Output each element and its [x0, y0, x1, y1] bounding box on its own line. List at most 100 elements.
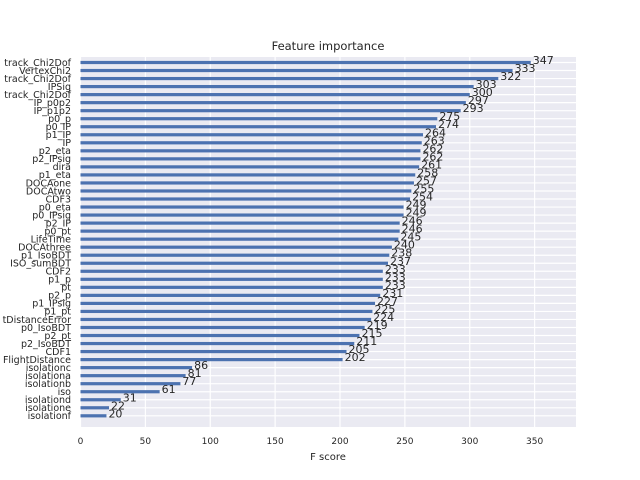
value-label-36: 205 [348, 343, 369, 356]
bar-42 [80, 398, 121, 402]
bar-33 [80, 325, 365, 330]
feature-label-2: track_Chi2Dof [4, 74, 71, 85]
value-label-2: 322 [500, 70, 521, 83]
value-label-9: 264 [425, 126, 446, 139]
feature-label-6: IP_p1p2 [34, 106, 71, 117]
bar-25 [80, 261, 389, 265]
bar-40 [80, 382, 181, 386]
value-label-15: 257 [416, 174, 437, 187]
bar-4 [80, 93, 470, 97]
feature-label-28: pt [61, 283, 71, 294]
feature-label-26: CDF2 [46, 267, 71, 278]
feature-label-13: dira [53, 162, 71, 173]
value-label-43: 22 [111, 399, 125, 412]
bar-18 [80, 205, 404, 209]
value-label-19: 249 [406, 207, 427, 220]
feature-label-29: p2_p [48, 291, 71, 302]
value-labels-group: 3473333223033002972932752742642632622622… [108, 54, 553, 420]
bar-11 [80, 149, 421, 153]
x-tick-label: 100 [202, 437, 219, 447]
feature-label-4: track_Chi2Dof [4, 90, 71, 101]
feature-label-5: IP_p0p2 [34, 98, 71, 109]
value-label-6: 293 [463, 102, 484, 115]
feature-label-14: p1_eta [39, 170, 71, 181]
value-label-33: 219 [367, 319, 388, 332]
feature-label-41: iso [58, 387, 72, 398]
value-label-3: 303 [476, 78, 497, 91]
value-label-10: 263 [424, 134, 445, 147]
bar-28 [80, 285, 383, 289]
value-label-4: 300 [472, 86, 493, 99]
bar-5 [80, 101, 466, 105]
value-label-0: 347 [533, 54, 554, 67]
bar-15 [80, 181, 414, 185]
feature-label-39: isolationa [25, 371, 71, 382]
bars-group [80, 60, 531, 418]
feature-label-10: IP [62, 138, 71, 149]
feature-label-15: DOCAone [26, 178, 72, 189]
feature-label-36: CDF1 [46, 347, 71, 358]
feature-label-3: IPSig [48, 82, 71, 93]
value-label-41: 61 [162, 383, 176, 396]
value-label-20: 246 [402, 215, 423, 228]
feature-label-7: p0_p [48, 114, 71, 125]
feature-label-27: p1_p [48, 275, 71, 286]
x-tick-label: 150 [267, 437, 284, 447]
bar-30 [80, 301, 376, 305]
bar-6 [80, 109, 461, 113]
bar-38 [80, 366, 193, 370]
feature-label-20: p2_IP [46, 218, 72, 229]
value-label-25: 237 [390, 255, 411, 268]
feature-labels-group: track_Chi2DofVertexChi2track_Chi2DofIPSi… [3, 58, 72, 422]
x-axis-ticks: 0 50 100 150 200 250 300 350 [78, 437, 544, 447]
bar-0 [80, 60, 531, 65]
bar-12 [80, 157, 421, 161]
x-tick-label: 300 [461, 437, 478, 447]
bar-36 [80, 349, 347, 354]
bar-9 [80, 133, 424, 137]
feature-label-18: p0_eta [39, 202, 71, 213]
value-label-21: 246 [402, 223, 423, 236]
x-axis-label: F score [310, 452, 346, 463]
value-label-12: 262 [422, 150, 443, 163]
x-tick-label: 0 [78, 437, 84, 447]
bar-23 [80, 245, 392, 249]
bar-44 [80, 414, 107, 418]
value-label-11: 262 [422, 142, 443, 155]
value-label-5: 297 [468, 94, 489, 107]
bar-2 [80, 76, 499, 81]
bar-7 [80, 117, 438, 121]
value-label-31: 225 [374, 303, 395, 316]
bar-3 [80, 84, 474, 89]
feature-label-17: CDF3 [46, 194, 71, 205]
bar-26 [80, 269, 383, 273]
x-tick-label: 350 [526, 437, 543, 447]
value-label-8: 274 [438, 118, 459, 131]
value-label-26: 233 [385, 263, 406, 276]
feature-label-31: p1_pt [44, 307, 71, 318]
bar-41 [80, 390, 160, 394]
value-label-35: 211 [356, 335, 377, 348]
value-label-29: 231 [382, 287, 403, 300]
value-label-7: 275 [439, 110, 460, 123]
value-label-32: 224 [373, 311, 394, 324]
feature-label-37: FlightDistance [3, 355, 71, 366]
feature-label-23: DOCAthree [18, 242, 71, 253]
feature-label-12: p2_IPsig [32, 154, 71, 165]
value-label-42: 31 [123, 391, 137, 404]
feature-label-33: p0_IsoBDT [21, 323, 71, 334]
feature-label-22: LifeTime [31, 234, 72, 245]
feature-label-40: isolationb [25, 379, 71, 390]
feature-label-35: p2_IsoBDT [21, 339, 71, 350]
feature-label-34: p2_pt [44, 331, 71, 342]
value-label-13: 261 [421, 158, 442, 171]
bar-31 [80, 309, 373, 314]
feature-label-25: ISO_sumBDT [10, 259, 71, 270]
bar-29 [80, 293, 381, 297]
x-tick-label: 50 [140, 437, 152, 447]
feature-label-16: DOCAtwo [26, 186, 71, 197]
value-label-24: 238 [391, 247, 412, 260]
bar-1 [80, 68, 513, 73]
feature-label-43: isolatione [25, 403, 71, 414]
feature-label-8: p0_IP [46, 122, 72, 133]
